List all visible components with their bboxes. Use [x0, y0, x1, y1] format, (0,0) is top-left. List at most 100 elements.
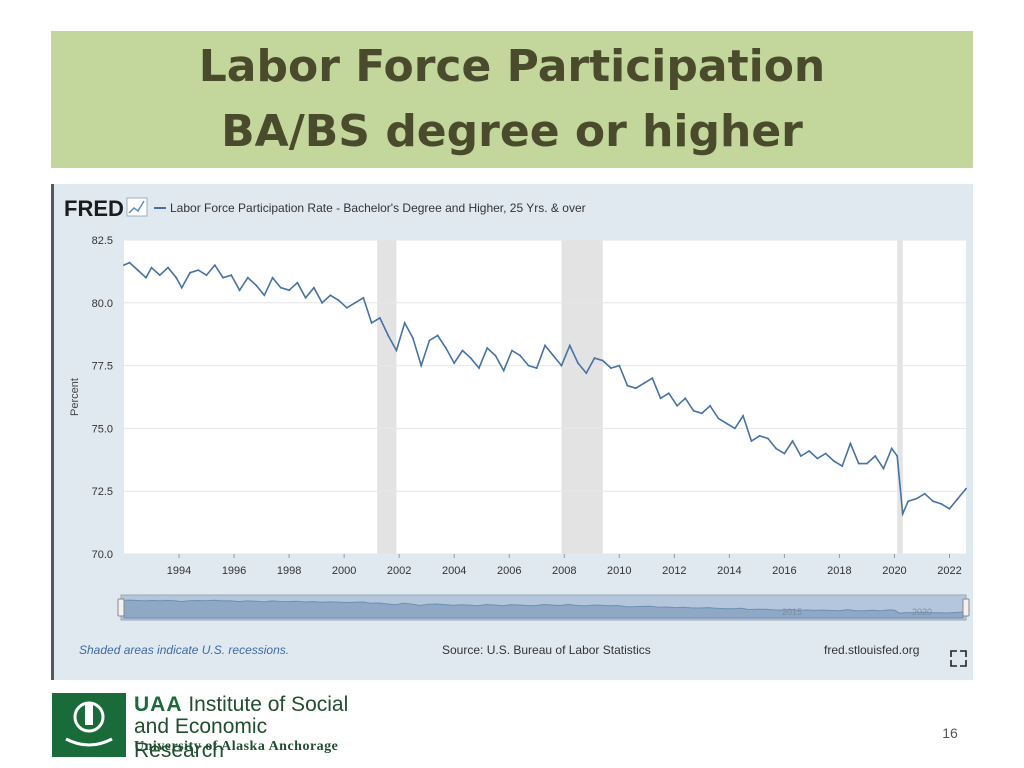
data-point	[150, 266, 153, 269]
navigator-left-handle[interactable]	[117, 598, 125, 617]
data-point	[560, 364, 563, 367]
data-point	[901, 512, 904, 515]
x-tick-label: 2020	[882, 565, 906, 577]
data-point	[651, 377, 654, 380]
data-point	[420, 364, 423, 367]
data-point	[725, 422, 728, 425]
data-point	[205, 274, 208, 277]
data-point	[345, 306, 348, 309]
data-point	[766, 437, 769, 440]
data-point	[370, 321, 373, 324]
page-number: 16	[942, 725, 958, 741]
data-point	[158, 274, 161, 277]
x-tick-label: 2022	[937, 565, 961, 577]
range-navigator[interactable]: 2015 2020	[117, 594, 970, 621]
data-point	[312, 286, 315, 289]
x-tick-label: 1994	[167, 565, 191, 577]
fred-chart-panel: FRED Labor Force Participation Rate - Ba…	[51, 184, 973, 680]
data-point	[857, 462, 860, 465]
data-point	[907, 500, 910, 503]
data-point	[758, 435, 761, 437]
data-point	[469, 357, 472, 359]
data-point	[667, 392, 670, 395]
data-point	[585, 372, 588, 375]
data-point	[519, 354, 522, 357]
data-point	[896, 455, 899, 457]
data-point	[535, 367, 538, 370]
fred-chart: FRED Labor Force Participation Rate - Ba…	[64, 196, 970, 667]
data-point	[709, 404, 711, 407]
data-point	[321, 301, 324, 304]
data-point	[634, 387, 637, 390]
data-point	[866, 462, 868, 465]
data-point	[849, 442, 852, 445]
recession-note: Shaded areas indicate U.S. recessions.	[79, 643, 289, 657]
x-tick-label: 2018	[827, 565, 851, 577]
data-point	[296, 281, 299, 284]
y-tick-label: 82.5	[92, 235, 113, 247]
data-point	[329, 294, 332, 297]
data-point	[692, 409, 695, 412]
data-point	[230, 274, 233, 277]
x-tick-label: 2012	[662, 565, 686, 577]
y-tick-label: 77.5	[92, 361, 113, 373]
data-point	[742, 414, 745, 417]
data-point	[271, 276, 274, 279]
data-point	[123, 264, 125, 267]
data-point	[833, 460, 835, 462]
fred-logo[interactable]: FRED	[64, 196, 148, 221]
data-point	[304, 296, 307, 299]
data-point	[923, 492, 926, 495]
x-tick-label: 2016	[772, 565, 796, 577]
data-point	[486, 347, 489, 349]
data-point	[511, 349, 513, 352]
recession-band-1	[561, 240, 603, 554]
x-tick-label: 2006	[497, 565, 521, 577]
logo-line2: and Economic Research	[134, 715, 268, 762]
data-point	[189, 271, 191, 274]
x-tick-label: 1996	[222, 565, 246, 577]
navigator-label-2020: 2020	[912, 607, 932, 617]
data-point	[445, 347, 447, 349]
x-tick-label: 2004	[442, 565, 466, 577]
legend-label: Labor Force Participation Rate - Bachelo…	[170, 201, 586, 215]
data-point	[932, 500, 934, 503]
data-point	[577, 362, 579, 364]
x-tick-label: 2000	[332, 565, 356, 577]
data-point	[136, 269, 139, 272]
data-point	[956, 497, 959, 500]
data-point	[288, 289, 290, 292]
slide-title-line2: BA/BS degree or higher	[221, 106, 803, 157]
data-point	[387, 334, 390, 337]
fred-site-link[interactable]: fred.stlouisfed.org	[824, 643, 919, 657]
data-point	[676, 404, 678, 407]
data-point	[279, 286, 282, 289]
data-point	[816, 457, 819, 460]
recession-band-0	[377, 240, 397, 554]
data-point	[733, 427, 736, 430]
logo-uaa: UAA	[134, 693, 183, 716]
plot-area	[124, 240, 966, 554]
data-point	[175, 276, 178, 279]
data-point	[915, 497, 918, 500]
x-tick-label: 2010	[607, 565, 631, 577]
data-point	[791, 440, 794, 442]
data-point	[128, 261, 131, 264]
fullscreen-icon[interactable]	[950, 650, 967, 667]
navigator-right-handle[interactable]	[962, 598, 970, 617]
data-point	[841, 465, 844, 467]
y-axis-label: Percent	[69, 378, 81, 416]
data-point	[502, 369, 505, 372]
data-point	[197, 269, 200, 272]
data-point	[890, 447, 893, 450]
x-tick-label: 1998	[277, 565, 301, 577]
data-point	[428, 339, 431, 342]
data-point	[246, 276, 249, 279]
data-point	[643, 382, 645, 385]
data-point	[255, 284, 257, 287]
fred-graph-icon	[126, 197, 148, 217]
data-point	[940, 502, 943, 505]
data-point	[750, 440, 753, 442]
title-band: Labor Force Participation BA/BS degree o…	[51, 31, 973, 168]
x-tick-label: 2014	[717, 565, 741, 577]
